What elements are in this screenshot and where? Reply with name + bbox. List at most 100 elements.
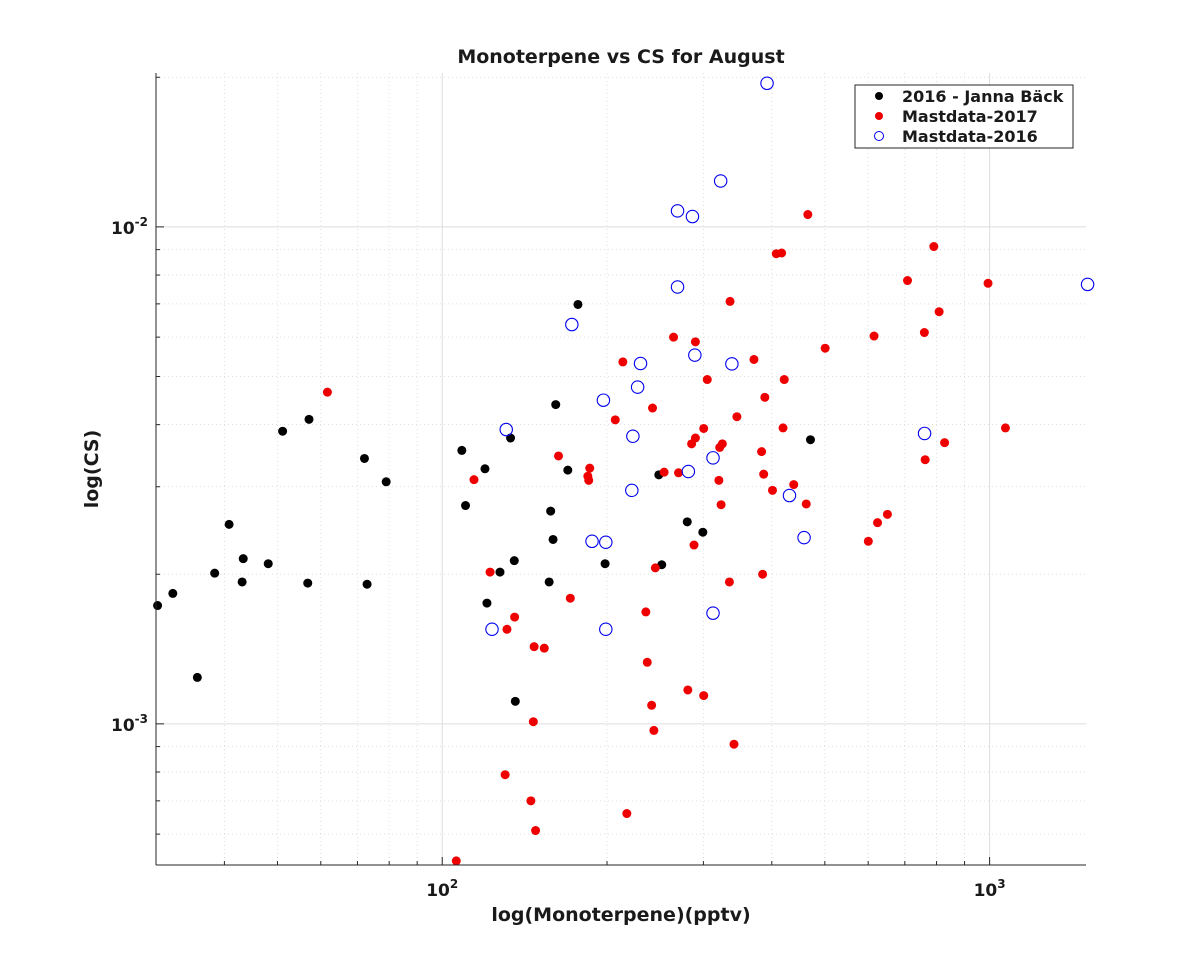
x-tick-label: 102 [426, 877, 458, 901]
point-janna-back [278, 426, 288, 436]
point-mastdata-2017 [641, 607, 651, 617]
point-mastdata-2017 [934, 307, 944, 317]
point-janna-back [551, 400, 561, 410]
point-mastdata-2017 [683, 685, 693, 695]
point-janna-back [548, 534, 558, 544]
point-mastdata-2017 [983, 278, 993, 288]
point-janna-back [506, 433, 516, 443]
point-mastdata-2017 [940, 438, 950, 448]
point-mastdata-2017 [749, 354, 759, 364]
point-janna-back [495, 567, 505, 577]
y-axis-label: log(CS) [81, 430, 103, 509]
point-mastdata-2017 [789, 480, 799, 490]
point-mastdata-2017 [469, 475, 479, 485]
point-janna-back [509, 556, 519, 566]
point-mastdata-2017 [531, 826, 541, 836]
point-mastdata-2017 [528, 717, 538, 727]
point-mastdata-2017 [729, 739, 739, 749]
grid-minor [155, 73, 1086, 865]
point-mastdata-2016 [599, 535, 613, 549]
point-mastdata-2016 [596, 393, 611, 407]
point-mastdata-2017 [803, 210, 813, 220]
legend-label-janna: 2016 - Janna Bäck [902, 87, 1064, 106]
point-mastdata-2017 [863, 536, 873, 546]
point-mastdata-2017 [526, 796, 536, 806]
point-mastdata-2017 [757, 447, 767, 457]
point-mastdata-2017 [648, 403, 658, 413]
point-mastdata-2017 [618, 357, 628, 367]
point-mastdata-2017 [882, 509, 892, 519]
point-janna-back [381, 477, 391, 487]
point-mastdata-2016 [485, 622, 499, 637]
legend-label-mastdata-2017: Mastdata-2017 [902, 107, 1038, 126]
point-mastdata-2017 [649, 725, 659, 735]
legend-marker-mastdata-2017 [875, 112, 883, 120]
point-mastdata-2017 [920, 455, 930, 465]
point-janna-back [510, 696, 520, 706]
point-mastdata-2017 [903, 276, 913, 286]
point-mastdata-2017 [689, 540, 699, 550]
point-mastdata-2017 [674, 468, 684, 478]
point-janna-back [480, 464, 490, 474]
point-mastdata-2017 [929, 242, 939, 252]
point-mastdata-2017 [610, 415, 620, 425]
point-mastdata-2016 [706, 451, 720, 465]
point-mastdata-2017 [717, 439, 727, 449]
data-points [153, 76, 1095, 866]
point-mastdata-2017 [485, 567, 495, 577]
point-mastdata-2017 [699, 423, 709, 433]
point-mastdata-2017 [919, 328, 929, 338]
point-janna-back [359, 453, 369, 463]
point-mastdata-2017 [758, 569, 768, 579]
point-mastdata-2016 [725, 357, 739, 371]
point-janna-back [682, 517, 692, 527]
point-janna-back [573, 299, 583, 309]
legend-marker-mastdata-2016 [874, 131, 884, 141]
point-mastdata-2017 [779, 375, 789, 385]
point-mastdata-2017 [647, 700, 657, 710]
point-mastdata-2016 [782, 488, 797, 503]
point-mastdata-2017 [732, 412, 742, 422]
point-janna-back [263, 559, 273, 569]
point-mastdata-2017 [699, 691, 709, 701]
point-mastdata-2016 [670, 280, 685, 294]
y-tick-label: 10-2 [111, 215, 148, 239]
grid-major [156, 73, 1086, 865]
point-mastdata-2017 [529, 642, 539, 652]
point-mastdata-2016 [670, 204, 685, 218]
point-mastdata-2017 [565, 593, 575, 603]
point-mastdata-2017 [585, 463, 595, 473]
point-mastdata-2017 [650, 563, 660, 573]
point-mastdata-2017 [502, 624, 512, 634]
x-axis-label: log(Monoterpene)(pptv) [491, 904, 750, 926]
point-mastdata-2016 [685, 209, 700, 224]
point-janna-back [237, 577, 247, 587]
point-janna-back [805, 435, 815, 445]
point-janna-back [168, 588, 178, 598]
point-mastdata-2016 [1080, 277, 1095, 292]
point-mastdata-2017 [584, 475, 594, 485]
point-janna-back [192, 672, 202, 682]
point-mastdata-2017 [322, 387, 332, 397]
legend-label-mastdata-2016: Mastdata-2016 [902, 127, 1038, 146]
point-mastdata-2017 [716, 500, 726, 510]
point-mastdata-2016 [626, 429, 640, 444]
point-mastdata-2016 [499, 422, 513, 437]
legend: 2016 - Janna Bäck Mastdata-2017 Mastdata… [854, 84, 1074, 149]
point-mastdata-2016 [917, 426, 932, 441]
point-mastdata-2017 [669, 332, 679, 342]
point-janna-back [563, 465, 573, 475]
point-janna-back [461, 501, 471, 511]
point-janna-back [600, 559, 610, 569]
legend-marker-janna [875, 92, 883, 100]
x-tick-label: 103 [974, 877, 1006, 901]
point-janna-back [303, 578, 313, 588]
point-mastdata-2017 [554, 451, 564, 461]
point-mastdata-2016 [797, 530, 811, 545]
point-mastdata-2017 [767, 485, 777, 495]
point-mastdata-2016 [633, 356, 648, 371]
point-mastdata-2017 [622, 809, 632, 819]
point-mastdata-2017 [801, 499, 811, 509]
point-mastdata-2017 [869, 331, 879, 341]
